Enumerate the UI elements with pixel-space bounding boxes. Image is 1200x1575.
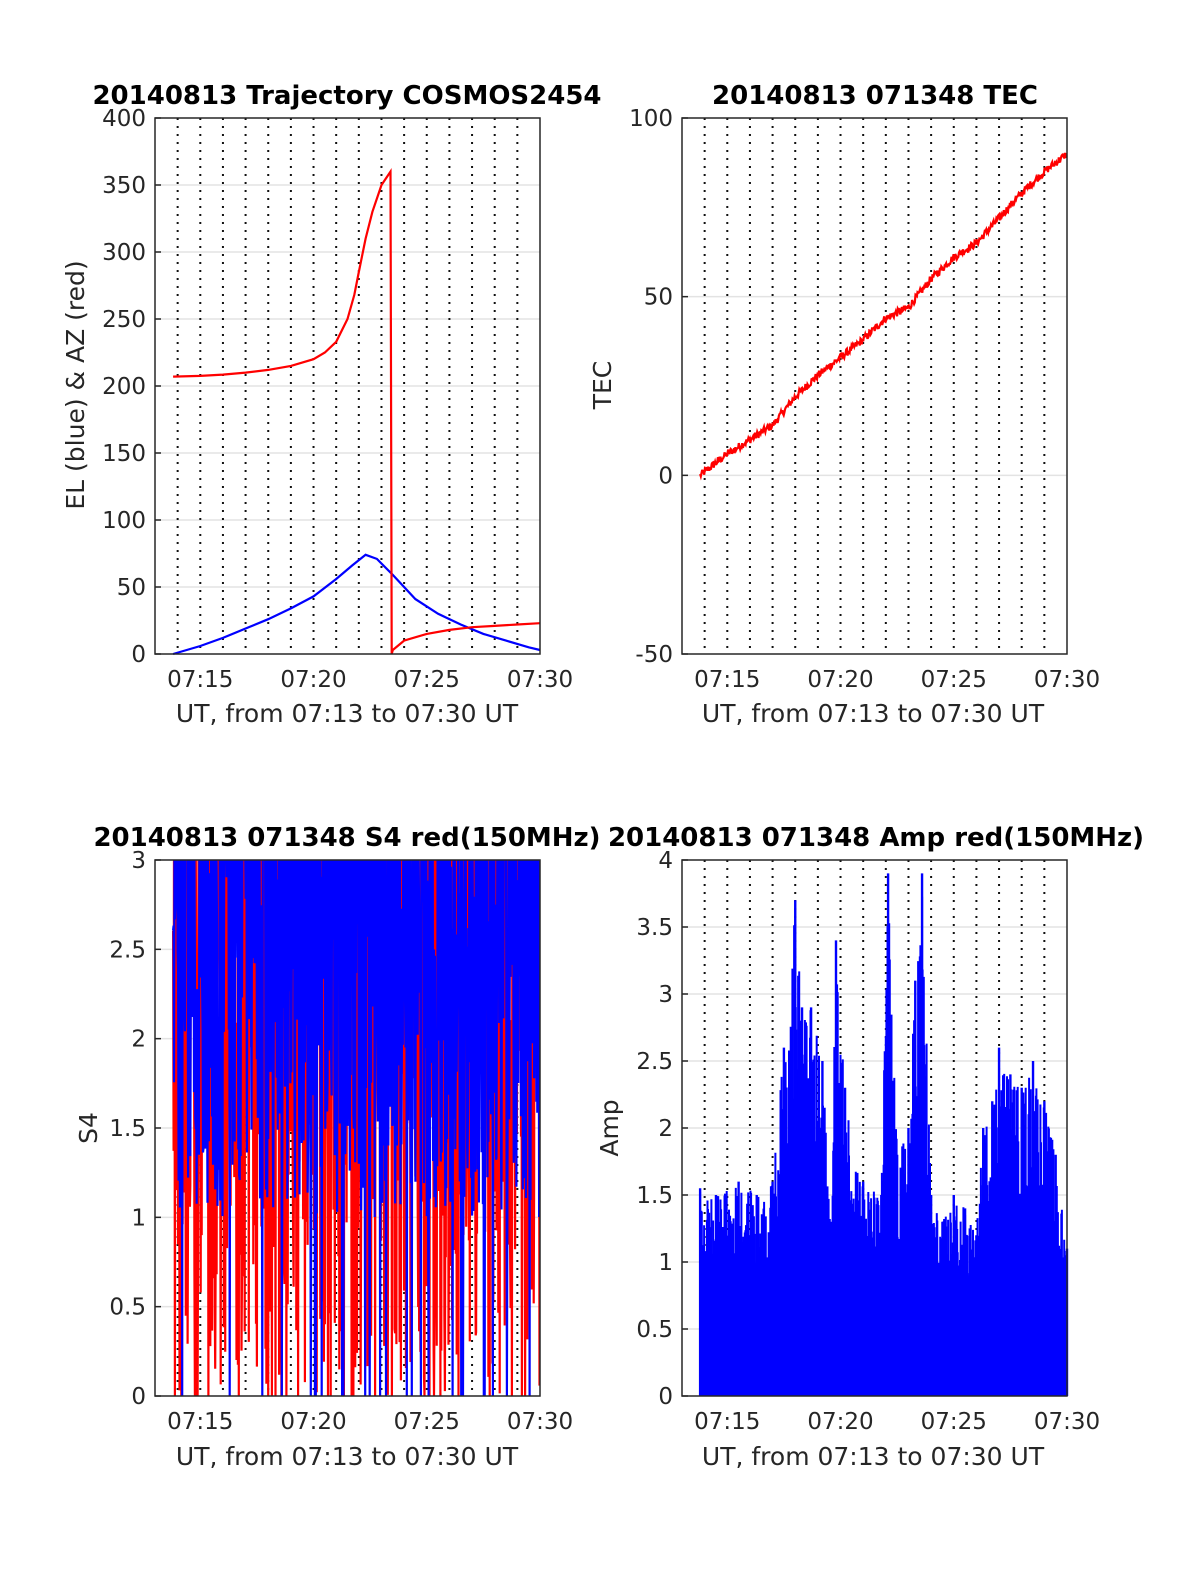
panel-trajectory-ytick-label: 350 (102, 173, 146, 199)
panel-tec-title: 20140813 071348 TEC (712, 81, 1038, 111)
panel-amp-title: 20140813 071348 Amp red(150MHz) (608, 823, 1144, 853)
panel-s4-ytick-label: 0 (131, 1384, 146, 1410)
panel-amp-ytick-label: 0.5 (636, 1317, 673, 1343)
panel-trajectory: 20140813 Trajectory COSMOS2454 EL (blue)… (61, 81, 602, 728)
panel-s4-ticks: 0 0.5 1 1.5 2 2.5 3 07:15 07:20 07:25 07:30 (109, 848, 573, 1435)
panel-amp-ytick-label: 3 (658, 982, 673, 1008)
panel-trajectory-grid (155, 118, 540, 654)
panel-s4-ylabel: S4 (74, 1112, 103, 1144)
panel-trajectory-xlabel: UT, from 07:13 to 07:30 UT (176, 699, 519, 728)
panel-trajectory-ytick-label: 300 (102, 240, 146, 266)
panel-amp-ytick-label: 4 (658, 848, 673, 874)
panel-amp-ytick-label: 3.5 (636, 915, 673, 941)
panel-s4-xtick-label: 07:15 (167, 1409, 233, 1435)
panel-tec-ylabel: TEC (588, 361, 617, 411)
panel-s4-series (172, 860, 540, 1396)
panel-trajectory-ytick-label: 50 (117, 575, 146, 601)
panel-amp: 20140813 071348 Amp red(150MHz) Amp UT, … (595, 823, 1144, 1471)
panel-tec-xtick-label: 07:25 (921, 667, 987, 693)
panel-tec-series (699, 152, 1068, 481)
panel-amp-xlabel: UT, from 07:13 to 07:30 UT (702, 1442, 1045, 1471)
panel-trajectory-xtick-label: 07:30 (507, 667, 573, 693)
panel-s4-ytick-label: 1.5 (109, 1116, 146, 1142)
panel-tec-xtick-label: 07:20 (807, 667, 873, 693)
panel-amp-ytick-label: 1 (658, 1250, 673, 1276)
panel-tec-xtick-label: 07:30 (1034, 667, 1100, 693)
panel-s4-xtick-label: 07:30 (507, 1409, 573, 1435)
panel-tec-xlabel: UT, from 07:13 to 07:30 UT (702, 699, 1045, 728)
panel-amp-xtick-label: 07:15 (694, 1409, 760, 1435)
panel-trajectory-series-line-1 (173, 168, 541, 655)
panel-s4-xlabel: UT, from 07:13 to 07:30 UT (176, 1442, 519, 1471)
panel-trajectory-xtick-label: 07:15 (167, 667, 233, 693)
panel-tec-ticks: -50 0 50 100 07:15 07:20 07:25 07:30 (629, 106, 1100, 693)
panel-trajectory-xtick-label: 07:20 (280, 667, 346, 693)
panel-s4-ytick-label: 3 (131, 848, 146, 874)
panel-s4-ytick-label: 2 (131, 1027, 146, 1053)
panel-trajectory-ytick-label: 0 (131, 642, 146, 668)
panel-amp-xtick-label: 07:20 (807, 1409, 873, 1435)
panel-tec-ytick-label: 100 (629, 106, 673, 132)
panel-s4-xtick-label: 07:25 (394, 1409, 460, 1435)
panel-amp-series (698, 873, 1069, 1396)
panel-trajectory-xtick-label: 07:25 (394, 667, 460, 693)
panel-amp-ticks: 0 0.5 1 1.5 2 2.5 3 3.5 4 07:15 07:20 07:25 07:30 (636, 848, 1100, 1435)
panel-s4-series-line-1 (172, 860, 540, 1396)
panel-amp-ytick-label: 2.5 (636, 1049, 673, 1075)
panel-tec-grid (682, 118, 1067, 654)
panel-s4: 20140813 071348 S4 red(150MHz) S4 UT, fr… (74, 823, 601, 1471)
panel-s4-ytick-label: 0.5 (109, 1295, 146, 1321)
panel-tec-ytick-label: -50 (635, 642, 673, 668)
panel-tec: 20140813 071348 TEC TEC UT, from 07:13 t… (588, 81, 1100, 728)
panel-amp-ytick-label: 1.5 (636, 1183, 673, 1209)
panel-trajectory-ticks: 0 50 100 150 200 250 300 350 400 07:15 07:20 07:25 0… (102, 106, 573, 693)
panel-trajectory-ytick-label: 200 (102, 374, 146, 400)
panel-trajectory-ylabel: EL (blue) & AZ (red) (61, 260, 90, 509)
panel-tec-series-line-0 (699, 152, 1068, 481)
panel-amp-ylabel: Amp (595, 1099, 624, 1156)
panel-trajectory-ytick-label: 400 (102, 106, 146, 132)
panel-amp-ytick-label: 0 (658, 1384, 673, 1410)
panel-trajectory-ytick-label: 100 (102, 508, 146, 534)
panel-trajectory-title: 20140813 Trajectory COSMOS2454 (92, 81, 601, 111)
panel-trajectory-ytick-label: 150 (102, 441, 146, 467)
panel-tec-frame (681, 117, 1068, 655)
panel-trajectory-series-line-0 (172, 553, 541, 656)
panel-tec-ytick-label: 0 (658, 463, 673, 489)
panel-trajectory-ytick-label: 250 (102, 307, 146, 333)
panel-amp-xtick-label: 07:30 (1034, 1409, 1100, 1435)
panel-tec-xtick-label: 07:15 (694, 667, 760, 693)
panel-s4-ytick-label: 2.5 (109, 937, 146, 963)
panel-s4-title: 20140813 071348 S4 red(150MHz) (93, 823, 600, 853)
panel-amp-ytick-label: 2 (658, 1116, 673, 1142)
panel-s4-xtick-label: 07:20 (280, 1409, 346, 1435)
panel-amp-xtick-label: 07:25 (921, 1409, 987, 1435)
panel-tec-ytick-label: 50 (644, 285, 673, 311)
panel-trajectory-series (172, 168, 541, 656)
panel-s4-ytick-label: 1 (131, 1205, 146, 1231)
